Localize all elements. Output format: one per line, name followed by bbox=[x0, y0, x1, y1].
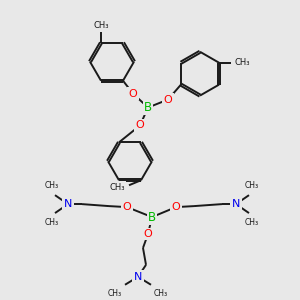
Text: N: N bbox=[64, 199, 72, 209]
Text: N: N bbox=[232, 199, 240, 209]
Text: CH₃: CH₃ bbox=[45, 218, 59, 227]
Text: B: B bbox=[148, 211, 156, 224]
Text: CH₃: CH₃ bbox=[154, 289, 168, 298]
Text: CH₃: CH₃ bbox=[108, 289, 122, 298]
Text: O: O bbox=[164, 94, 172, 105]
Text: B: B bbox=[144, 101, 152, 114]
Text: CH₃: CH₃ bbox=[45, 181, 59, 190]
Text: CH₃: CH₃ bbox=[234, 58, 250, 67]
Text: N: N bbox=[134, 272, 142, 282]
Text: CH₃: CH₃ bbox=[245, 218, 259, 227]
Text: CH₃: CH₃ bbox=[110, 183, 125, 192]
Text: O: O bbox=[144, 229, 152, 239]
Text: CH₃: CH₃ bbox=[245, 181, 259, 190]
Text: O: O bbox=[172, 202, 180, 212]
Text: O: O bbox=[123, 202, 131, 212]
Text: O: O bbox=[129, 88, 137, 99]
Text: CH₃: CH₃ bbox=[93, 21, 109, 30]
Text: O: O bbox=[136, 121, 144, 130]
